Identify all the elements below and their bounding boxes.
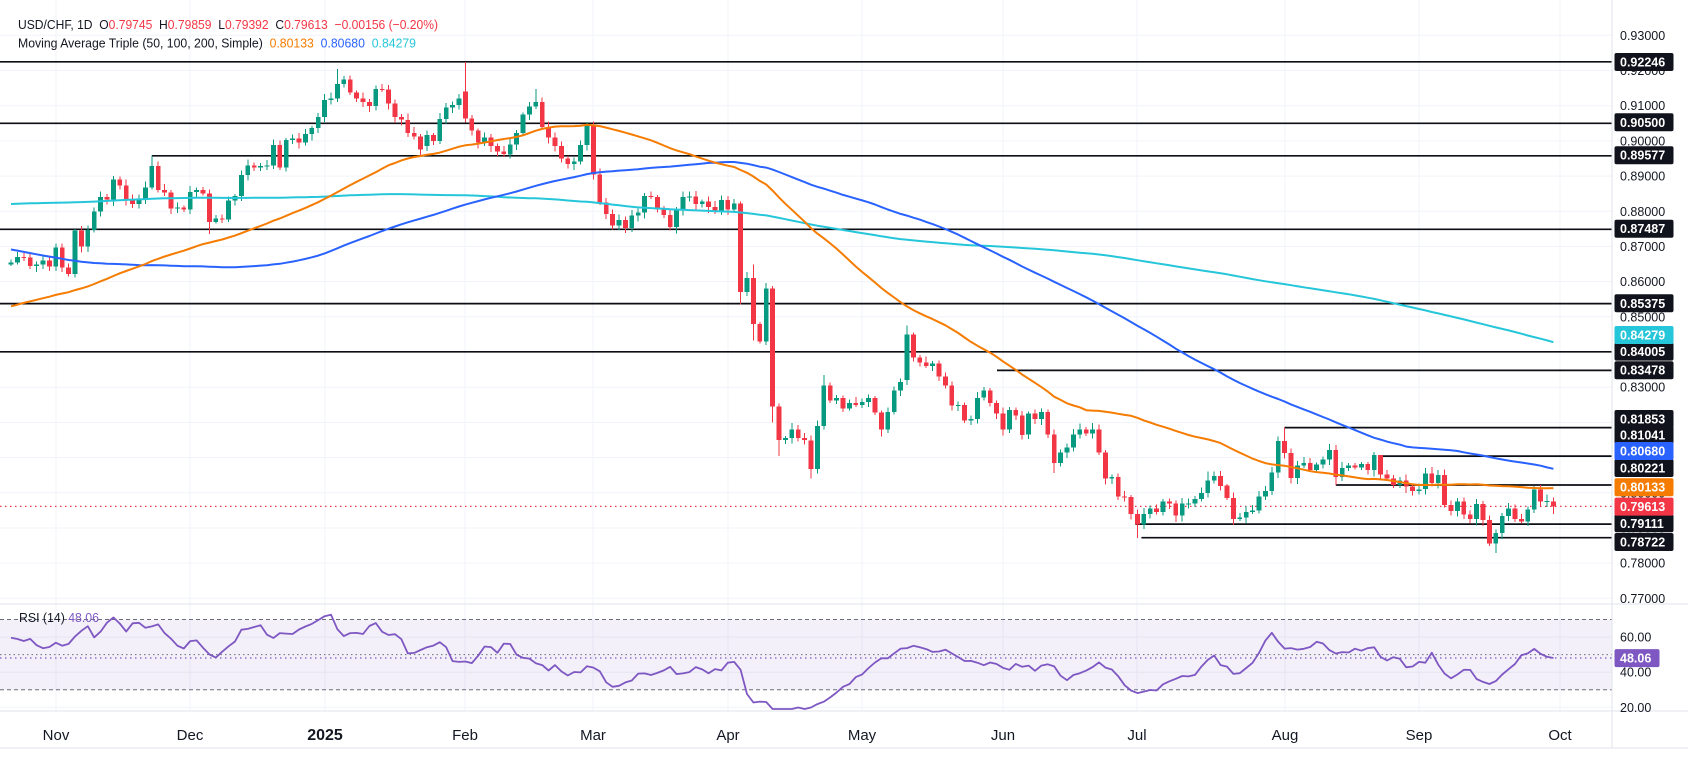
svg-text:0.83000: 0.83000 — [1620, 381, 1665, 395]
svg-text:0.77000: 0.77000 — [1620, 592, 1665, 606]
svg-text:0.90000: 0.90000 — [1620, 134, 1665, 148]
svg-text:0.80133: 0.80133 — [1620, 481, 1665, 495]
svg-text:0.83478: 0.83478 — [1620, 364, 1665, 378]
svg-text:0.89000: 0.89000 — [1620, 170, 1665, 184]
svg-text:0.86000: 0.86000 — [1620, 275, 1665, 289]
svg-text:Apr: Apr — [716, 727, 739, 744]
svg-text:Sep: Sep — [1406, 727, 1433, 744]
svg-text:0.88000: 0.88000 — [1620, 205, 1665, 219]
svg-text:USD/CHF, 1D O0.79745 H0.7985: USD/CHF, 1D O0.79745 H0.79859 L0.79392 C… — [18, 17, 438, 32]
svg-text:0.79111: 0.79111 — [1620, 517, 1664, 531]
svg-text:0.85375: 0.85375 — [1620, 297, 1665, 311]
svg-text:60.00: 60.00 — [1620, 631, 1651, 645]
svg-text:0.81041: 0.81041 — [1620, 429, 1665, 443]
svg-text:0.91000: 0.91000 — [1620, 99, 1665, 113]
svg-text:Aug: Aug — [1272, 727, 1299, 744]
svg-text:0.89577: 0.89577 — [1620, 149, 1665, 163]
svg-text:0.93000: 0.93000 — [1620, 29, 1665, 43]
svg-text:2025: 2025 — [307, 727, 343, 744]
svg-text:Dec: Dec — [177, 727, 204, 744]
svg-text:0.80221: 0.80221 — [1620, 462, 1665, 476]
svg-text:0.78722: 0.78722 — [1620, 536, 1665, 550]
svg-text:Mar: Mar — [580, 727, 606, 744]
svg-text:48.06: 48.06 — [1620, 652, 1651, 666]
svg-text:Jun: Jun — [991, 727, 1015, 744]
svg-text:0.87000: 0.87000 — [1620, 240, 1665, 254]
svg-text:0.84279: 0.84279 — [1620, 329, 1665, 343]
svg-text:0.79613: 0.79613 — [1620, 500, 1665, 514]
svg-text:20.00: 20.00 — [1620, 701, 1651, 715]
svg-text:Jul: Jul — [1127, 727, 1146, 744]
svg-text:0.92246: 0.92246 — [1620, 56, 1665, 70]
svg-text:0.78000: 0.78000 — [1620, 557, 1665, 571]
svg-text:Nov: Nov — [43, 727, 70, 744]
svg-text:0.81853: 0.81853 — [1620, 413, 1665, 427]
svg-text:Feb: Feb — [452, 727, 478, 744]
svg-text:Oct: Oct — [1548, 727, 1572, 744]
svg-text:May: May — [848, 727, 877, 744]
svg-text:Moving Average Triple (50, 100: Moving Average Triple (50, 100, 200, Sim… — [18, 36, 416, 51]
svg-text:0.80680: 0.80680 — [1620, 445, 1665, 459]
svg-text:0.85000: 0.85000 — [1620, 310, 1665, 324]
svg-text:40.00: 40.00 — [1620, 666, 1651, 680]
svg-text:0.90500: 0.90500 — [1620, 116, 1665, 130]
svg-text:RSI (14) 48.06: RSI (14) 48.06 — [19, 610, 99, 625]
svg-text:0.84005: 0.84005 — [1620, 345, 1665, 359]
svg-text:0.87487: 0.87487 — [1620, 222, 1665, 236]
